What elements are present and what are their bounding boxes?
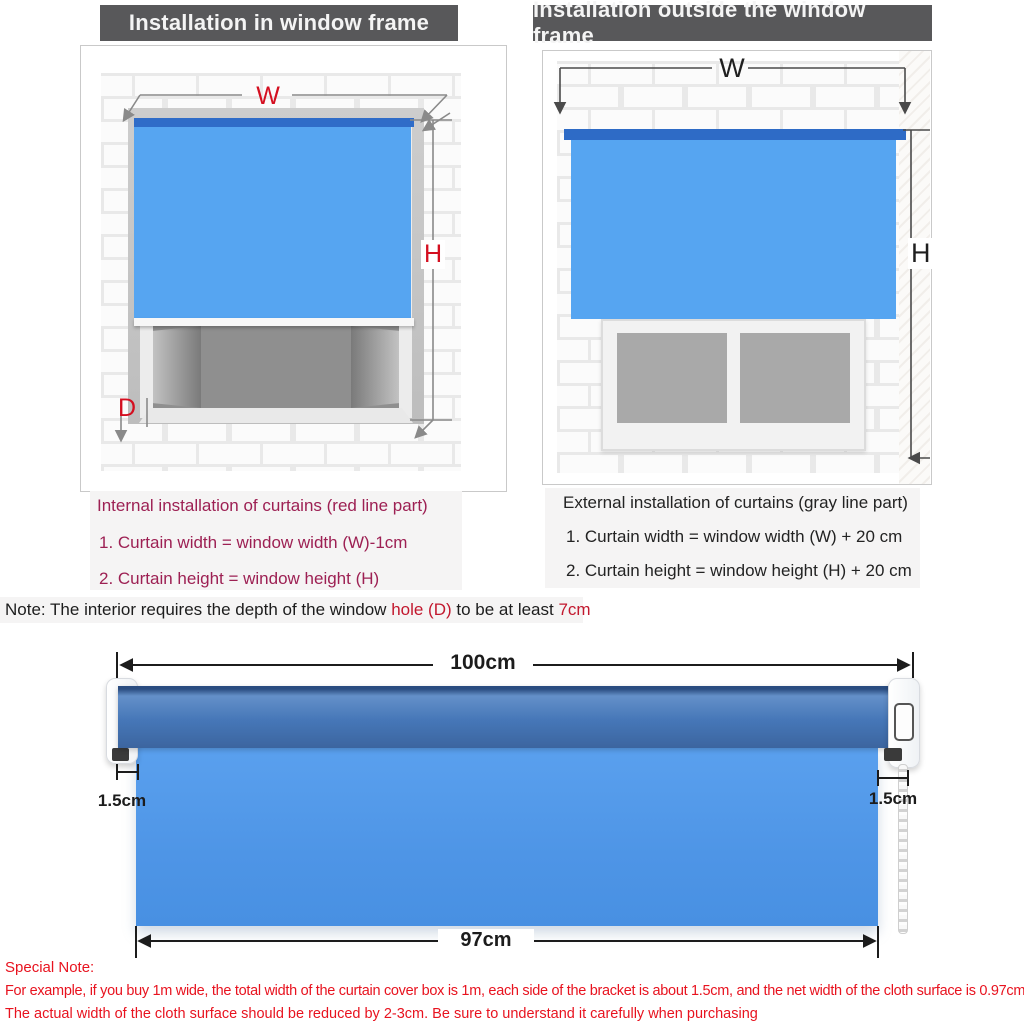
left-h-label: H: [421, 240, 446, 269]
right-window-pane-right: [740, 333, 850, 423]
left-open-sash-right: [351, 326, 399, 408]
left-panel-title: Installation in window frame: [100, 5, 458, 41]
left-instruction-2: 2. Curtain height = window height (H): [99, 569, 380, 588]
left-instructions-heading: Internal installation of curtains (red l…: [97, 496, 428, 515]
right-instruction-2: 2. Curtain height = window height (H) + …: [566, 561, 912, 580]
depth-note-text-2: to be at least: [451, 600, 559, 619]
left-d-label: D: [117, 394, 137, 422]
bracket-left-value: 1.5cm: [97, 791, 147, 810]
right-instruction-1: 1. Curtain width = window width (W) + 20…: [566, 527, 903, 546]
depth-note-text-1: Note: The interior requires the depth of…: [5, 600, 392, 619]
right-h-label: H: [908, 238, 934, 269]
right-w-label: W: [719, 53, 745, 83]
cloth-width-value: 97cm: [438, 929, 534, 952]
left-instruction-1: 1. Curtain width = window width (W)-1cm: [99, 533, 408, 552]
product-chain-mechanism: [894, 703, 914, 741]
left-diagram-panel: [80, 45, 507, 492]
left-blind-header-rail: [134, 118, 414, 127]
product-right-bracket-foot: [884, 748, 902, 761]
left-instructions-band: [90, 491, 462, 590]
left-open-sash-left: [153, 326, 201, 408]
left-window-sill: [139, 408, 413, 423]
right-panel-title: Installation outside the window frame: [533, 0, 932, 48]
bracket-right-value: 1.5cm: [868, 789, 918, 808]
note-band: [0, 597, 583, 623]
special-note-heading: Special Note:: [5, 959, 95, 976]
right-diagram-panel: [542, 50, 932, 485]
total-width-value: 100cm: [433, 651, 533, 675]
special-note-line-1: For example, if you buy 1m wide, the tot…: [5, 983, 1024, 999]
right-blind-fabric: [571, 140, 896, 319]
left-blind-bottom-rail: [134, 318, 414, 326]
right-instructions-band: [545, 488, 920, 588]
left-w-label: W: [256, 82, 280, 110]
product-cloth: [136, 748, 878, 926]
right-blind-header-rail: [564, 129, 906, 140]
right-window-pane-left: [617, 333, 727, 423]
product-left-bracket-foot: [112, 748, 129, 761]
special-note-line-2: The actual width of the cloth surface sh…: [5, 1006, 758, 1022]
right-window-frame: [601, 319, 866, 451]
product-roller-tube: [118, 686, 908, 748]
bracket-left-dimension: [116, 764, 139, 780]
left-blind-fabric: [134, 127, 411, 318]
depth-note: Note: The interior requires the depth of…: [5, 600, 591, 620]
product-pull-chain: [898, 764, 908, 934]
depth-note-depth: 7cm: [558, 600, 591, 619]
depth-note-hole: hole (D): [391, 600, 452, 619]
right-instructions-heading: External installation of curtains (gray …: [563, 493, 908, 512]
